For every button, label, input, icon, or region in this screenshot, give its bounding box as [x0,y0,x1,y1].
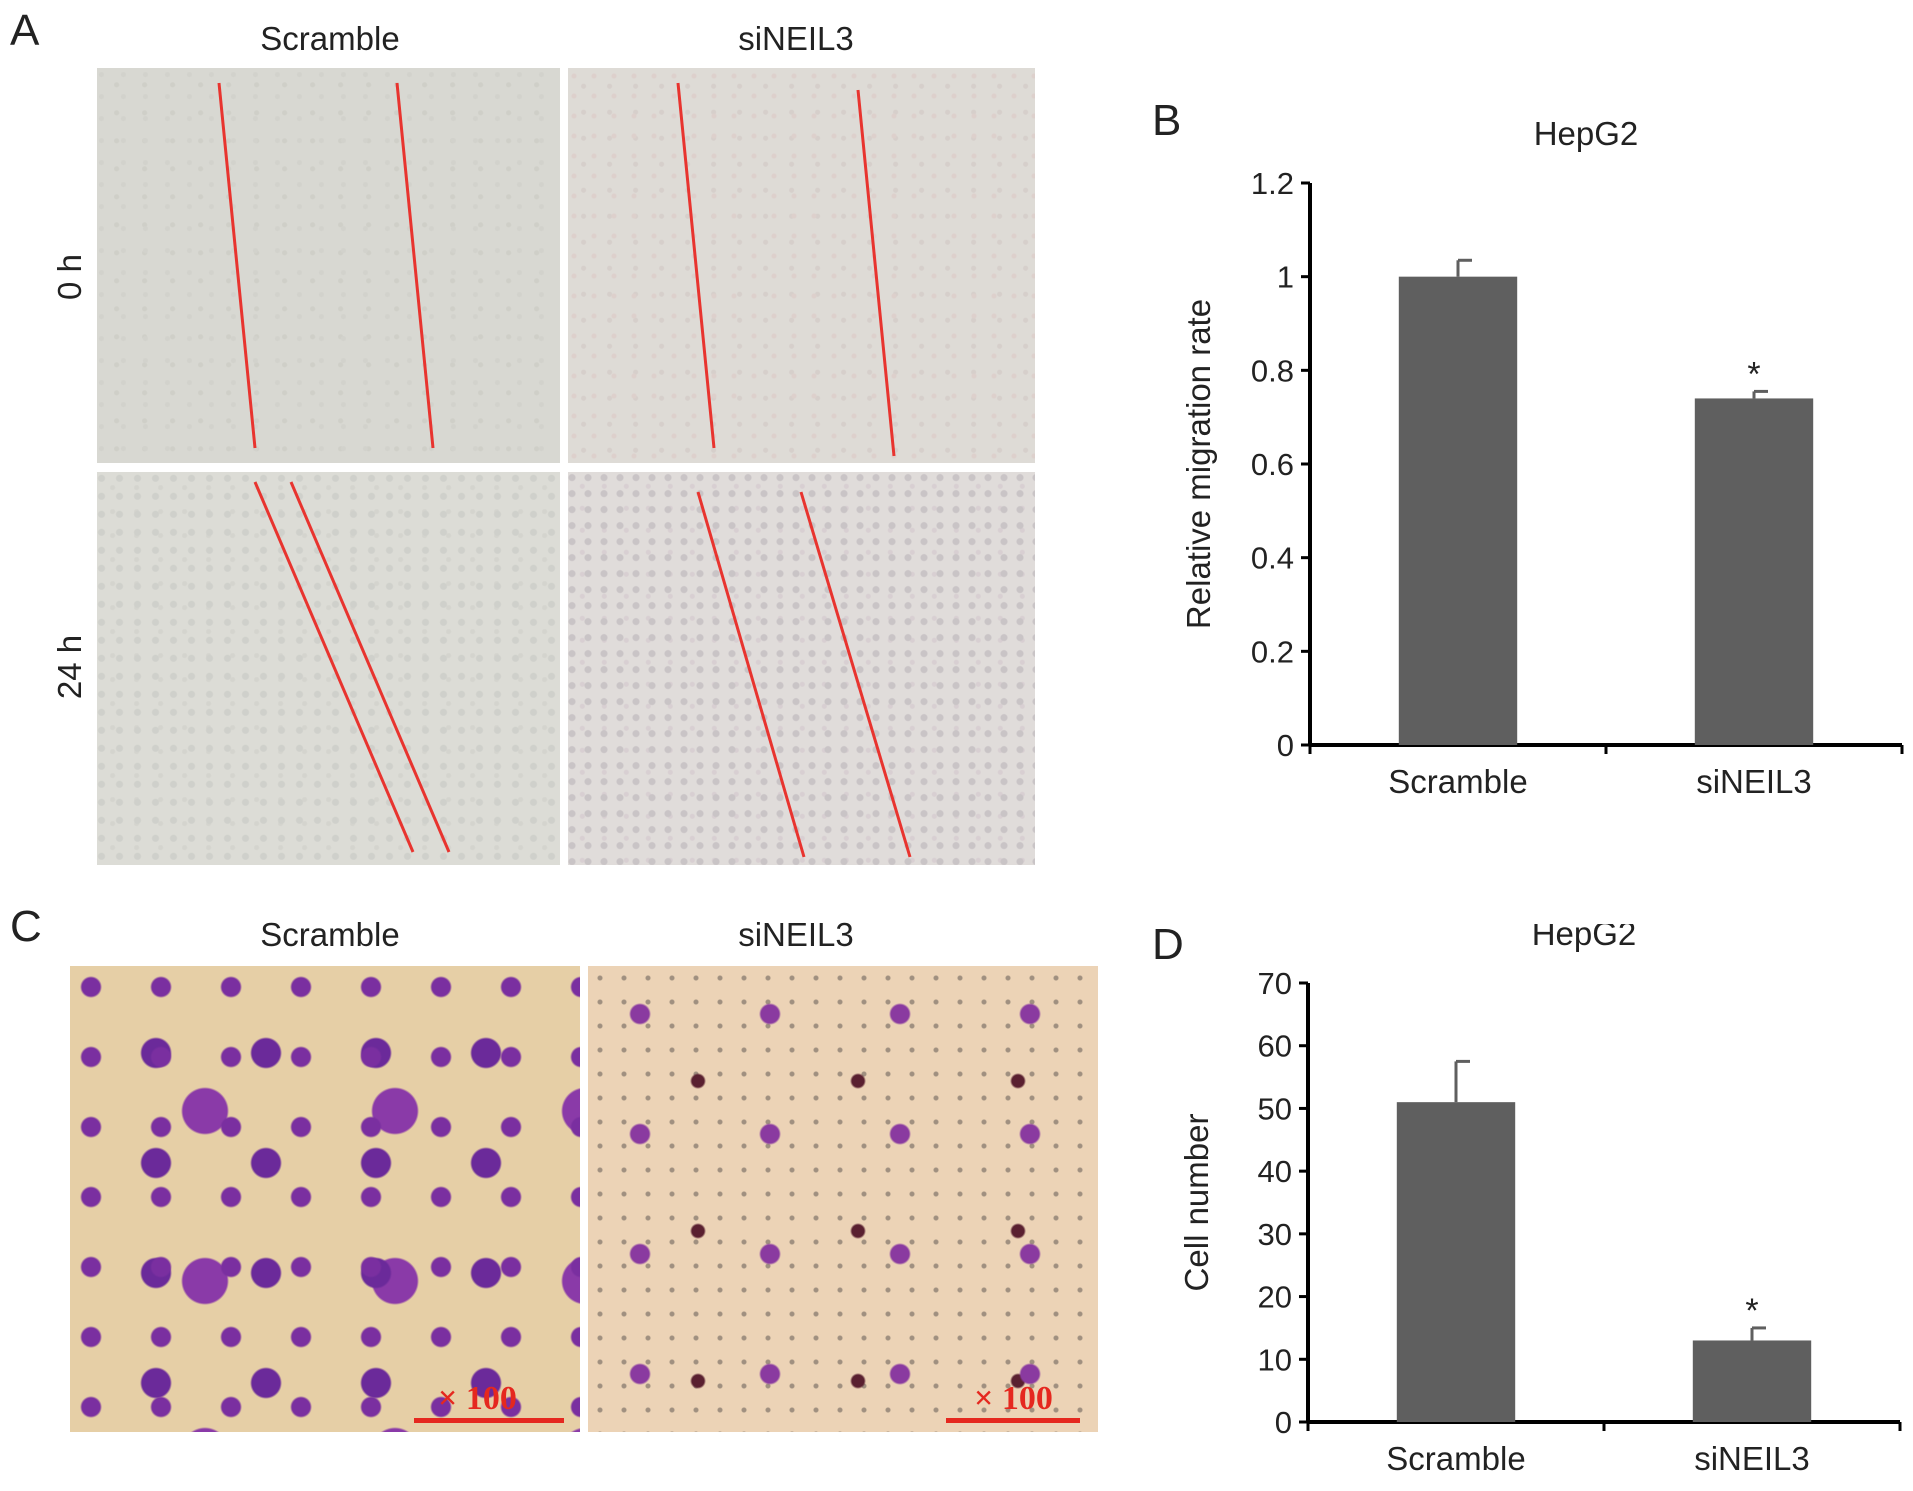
wound-edge-lines [217,82,435,449]
chart-title: HepG2 [1534,115,1639,152]
y-tick-label: 1 [1277,260,1294,295]
panel-c-col-label-scramble: Scramble [260,916,400,953]
wound-edge-lines [676,82,896,457]
y-tick-label: 0.6 [1251,447,1294,482]
x-tick-label: siNEIL3 [1696,763,1812,800]
x-tick-label: Scramble [1388,763,1527,800]
y-tick-label: 40 [1258,1154,1292,1189]
panel-c-col-label-sineil3: siNEIL3 [738,916,854,953]
scale-bar [946,1418,1080,1423]
y-tick-label: 10 [1258,1342,1292,1377]
panel-a-row-label-0h: 0 h [51,254,88,300]
bar [1692,1340,1812,1422]
panel-letter-d: D [1152,920,1184,969]
chart-title: HepG2 [1532,924,1637,952]
scale-bar-label: × 100 [974,1380,1053,1417]
bar [1396,1102,1516,1422]
y-axis-label: Relative migration rate [1180,299,1217,629]
wound-image-scramble-0h [97,68,560,463]
panel-letter-a: A [10,6,40,55]
wound-image-sineil3-24h [568,472,1035,865]
y-tick-label: 30 [1258,1217,1292,1252]
bar [1398,276,1518,745]
y-tick-label: 20 [1258,1280,1292,1315]
panel-a-col-label-sineil3: siNEIL3 [738,20,854,57]
panel-a-col-label-scramble: Scramble [260,20,400,57]
y-tick-label: 50 [1258,1091,1292,1126]
y-tick-label: 60 [1258,1029,1292,1064]
x-tick-label: siNEIL3 [1694,1440,1810,1477]
wound-image-scramble-24h [97,472,560,865]
y-tick-label: 0.8 [1251,353,1294,388]
x-tick-label: Scramble [1386,1440,1525,1477]
panel-letter-c: C [10,902,42,951]
y-tick-label: 70 [1258,966,1292,1001]
y-tick-label: 0 [1277,728,1294,763]
significance-marker: * [1745,1292,1758,1330]
significance-marker: * [1747,355,1760,393]
scale-bar [414,1418,564,1423]
panel-a-row-label-24h: 24 h [51,634,88,700]
y-tick-label: 0.2 [1251,634,1294,669]
y-tick-label: 1.2 [1251,166,1294,201]
wound-edge-lines [253,481,451,853]
transwell-image-scramble: × 100 [70,966,580,1432]
y-tick-label: 0.4 [1251,541,1294,576]
y-tick-label: 0 [1275,1405,1292,1440]
wound-image-sineil3-0h [568,68,1035,463]
y-axis-label: Cell number [1178,1114,1215,1292]
bar [1694,398,1814,745]
bar-chart-migration: HepG2 Relative migration rate 0 0.2 0.4 0.6 0.… [1180,115,1904,800]
panel-letter-b: B [1152,96,1182,145]
wound-edge-lines [696,491,912,858]
transwell-image-sineil3: × 100 [588,966,1098,1432]
bar-chart-cell-number: HepG2 Cell number 0 10 20 30 40 50 60 70 Scramble *… [1178,924,1902,1477]
scale-bar-label: × 100 [438,1380,517,1417]
